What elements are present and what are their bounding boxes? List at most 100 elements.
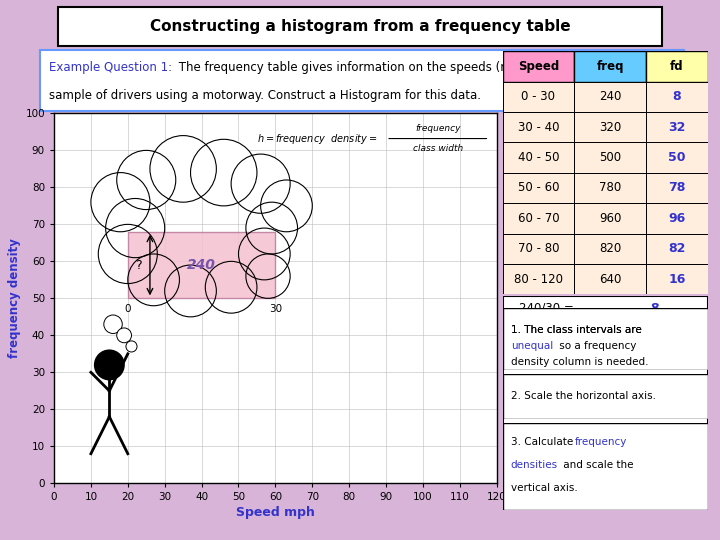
Circle shape <box>94 350 124 380</box>
Text: so a frequency: so a frequency <box>556 341 636 352</box>
Bar <box>575 112 646 143</box>
Circle shape <box>231 154 290 213</box>
Text: 3. Calculate: 3. Calculate <box>510 437 576 447</box>
Text: 78: 78 <box>668 181 685 194</box>
Bar <box>647 233 708 264</box>
Text: 640: 640 <box>599 273 621 286</box>
Bar <box>128 232 275 298</box>
Text: freq: freq <box>597 60 624 73</box>
Bar <box>503 112 575 143</box>
Text: 70 - 80: 70 - 80 <box>518 242 559 255</box>
Text: 78: 78 <box>650 375 667 388</box>
Text: 96: 96 <box>668 212 685 225</box>
Text: 40 - 50: 40 - 50 <box>518 151 559 164</box>
Text: 780: 780 <box>599 181 621 194</box>
Text: Constructing a histogram from a frequency table: Constructing a histogram from a frequenc… <box>150 19 570 34</box>
Bar <box>647 203 708 233</box>
Bar <box>647 264 708 294</box>
Text: 16: 16 <box>650 448 667 461</box>
Text: unequal: unequal <box>510 341 553 352</box>
Circle shape <box>128 254 179 306</box>
Text: fd: fd <box>670 60 684 73</box>
Circle shape <box>91 173 150 232</box>
Text: 2. Scale the horizontal axis.: 2. Scale the horizontal axis. <box>510 392 656 401</box>
Bar <box>647 82 708 112</box>
Bar <box>503 233 575 264</box>
Circle shape <box>246 254 290 298</box>
Text: 80 - 120: 80 - 120 <box>514 273 563 286</box>
Text: 1. The class intervals are: 1. The class intervals are <box>510 325 642 335</box>
Circle shape <box>205 261 257 313</box>
FancyBboxPatch shape <box>40 50 684 111</box>
Bar <box>575 51 646 82</box>
Text: vertical axis.: vertical axis. <box>510 483 577 494</box>
X-axis label: Speed mph: Speed mph <box>236 507 315 519</box>
Text: 500: 500 <box>599 151 621 164</box>
Text: and scale the: and scale the <box>560 460 634 470</box>
Text: 500/10 =: 500/10 = <box>519 350 577 363</box>
Circle shape <box>117 150 176 210</box>
Text: 820/10 =: 820/10 = <box>519 424 577 437</box>
Circle shape <box>98 225 157 284</box>
Text: 16: 16 <box>668 273 685 286</box>
Text: 30 - 40: 30 - 40 <box>518 121 559 134</box>
Bar <box>503 264 575 294</box>
Text: class width: class width <box>413 144 463 153</box>
Text: 240/30 =: 240/30 = <box>519 302 577 315</box>
Circle shape <box>126 341 137 352</box>
Bar <box>575 143 646 173</box>
Text: 96: 96 <box>650 400 667 413</box>
Circle shape <box>104 315 122 334</box>
Text: 240: 240 <box>187 258 216 272</box>
Circle shape <box>106 199 165 258</box>
Bar <box>647 51 708 82</box>
Bar <box>503 143 575 173</box>
Bar <box>575 233 646 264</box>
Bar <box>575 264 646 294</box>
Circle shape <box>238 228 290 280</box>
Text: 50: 50 <box>668 151 685 164</box>
Text: 30: 30 <box>269 304 282 314</box>
Bar <box>503 203 575 233</box>
Text: 960: 960 <box>599 212 621 225</box>
Text: 0: 0 <box>125 304 131 314</box>
Bar <box>647 112 708 143</box>
Bar <box>575 203 646 233</box>
Text: 32: 32 <box>650 326 667 339</box>
Text: 8: 8 <box>650 302 659 315</box>
Text: 82: 82 <box>650 424 667 437</box>
Text: Example Question 1:: Example Question 1: <box>49 60 172 73</box>
Text: 240: 240 <box>599 90 621 103</box>
Text: 82: 82 <box>668 242 685 255</box>
Text: frequency: frequency <box>575 437 626 447</box>
Text: 0 - 30: 0 - 30 <box>521 90 555 103</box>
Circle shape <box>165 265 216 317</box>
Circle shape <box>191 139 257 206</box>
Text: 640/40 =: 640/40 = <box>519 448 577 461</box>
Text: 1. The class intervals are: 1. The class intervals are <box>510 325 642 335</box>
Text: ?: ? <box>135 259 142 272</box>
Text: 960/10 =: 960/10 = <box>519 400 577 413</box>
Bar <box>503 51 575 82</box>
Circle shape <box>261 180 312 232</box>
Bar <box>503 173 575 203</box>
Text: sample of drivers using a motorway. Construct a Histogram for this data.: sample of drivers using a motorway. Cons… <box>49 89 481 102</box>
Bar <box>575 82 646 112</box>
Text: 320: 320 <box>599 121 621 134</box>
Text: frequency: frequency <box>415 124 461 133</box>
Text: 8: 8 <box>672 90 681 103</box>
Text: 820: 820 <box>599 242 621 255</box>
Text: The frequency table gives information on the speeds (mph) of a: The frequency table gives information on… <box>175 60 557 73</box>
Circle shape <box>117 328 132 343</box>
Text: Speed: Speed <box>518 60 559 73</box>
Bar <box>647 173 708 203</box>
Text: density column is needed.: density column is needed. <box>510 357 648 367</box>
Bar <box>503 82 575 112</box>
Bar <box>647 143 708 173</box>
Text: 32: 32 <box>668 121 685 134</box>
Text: 50: 50 <box>650 350 668 363</box>
Circle shape <box>246 202 297 254</box>
Text: 50 - 60: 50 - 60 <box>518 181 559 194</box>
Circle shape <box>150 136 216 202</box>
Y-axis label: frequency density: frequency density <box>8 239 21 358</box>
